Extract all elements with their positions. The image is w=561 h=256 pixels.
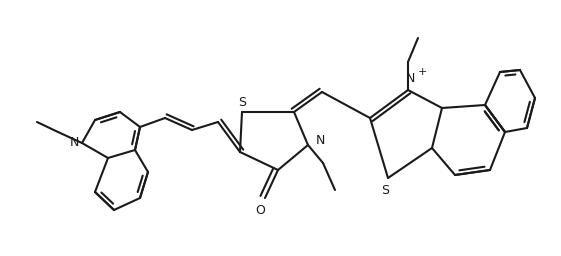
Text: S: S xyxy=(381,184,389,197)
Text: N: N xyxy=(70,136,79,150)
Text: +: + xyxy=(417,67,427,77)
Text: N: N xyxy=(315,134,325,147)
Text: O: O xyxy=(255,204,265,217)
Text: N: N xyxy=(405,71,415,84)
Text: S: S xyxy=(238,95,246,109)
